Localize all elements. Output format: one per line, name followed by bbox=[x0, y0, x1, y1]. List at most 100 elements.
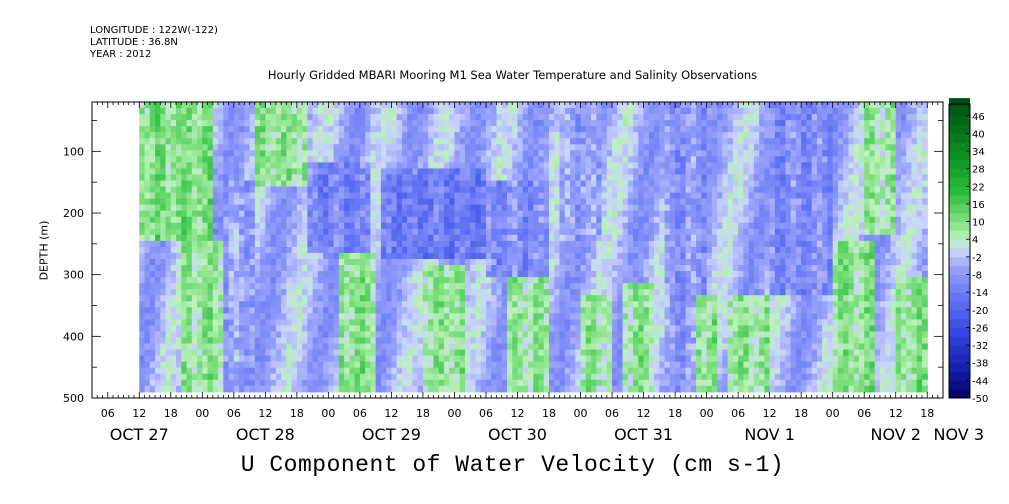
heatmap-cell bbox=[228, 343, 235, 351]
heatmap-cell bbox=[617, 283, 624, 290]
heatmap-cell bbox=[659, 126, 666, 133]
heatmap-cell bbox=[181, 216, 188, 224]
heatmap-cell bbox=[643, 228, 650, 236]
heatmap-cell bbox=[454, 162, 461, 170]
heatmap-cell bbox=[323, 192, 329, 200]
heatmap-cell bbox=[144, 265, 151, 272]
heatmap-cell bbox=[396, 198, 403, 206]
heatmap-cell bbox=[538, 222, 545, 230]
heatmap-cell bbox=[338, 192, 345, 200]
heatmap-cell bbox=[475, 361, 482, 369]
heatmap-cell bbox=[643, 313, 650, 320]
heatmap-cell bbox=[464, 150, 471, 157]
heatmap-cell bbox=[170, 343, 177, 351]
heatmap-cell bbox=[370, 222, 377, 230]
heatmap-cell bbox=[664, 186, 671, 194]
heatmap-cell bbox=[233, 289, 240, 296]
heatmap-cell bbox=[554, 385, 561, 393]
heatmap-cell bbox=[317, 319, 324, 327]
heatmap-cell bbox=[559, 174, 566, 182]
heatmap-cell bbox=[186, 289, 193, 296]
heatmap-cell bbox=[659, 210, 666, 218]
heatmap-cell bbox=[485, 252, 492, 260]
heatmap-cell bbox=[617, 349, 624, 357]
heatmap-cell bbox=[433, 180, 440, 188]
heatmap-cell bbox=[317, 295, 324, 302]
heatmap-cell bbox=[564, 210, 571, 218]
heatmap-cell bbox=[433, 337, 440, 345]
heatmap-cell bbox=[286, 349, 293, 357]
heatmap-cell bbox=[417, 301, 424, 308]
heatmap-cell bbox=[480, 379, 487, 387]
heatmap-cell bbox=[338, 186, 345, 194]
heatmap-cell bbox=[417, 168, 424, 176]
heatmap-cell bbox=[144, 373, 151, 381]
heatmap-cell bbox=[412, 168, 419, 176]
heatmap-cell bbox=[197, 192, 203, 200]
heatmap-cell bbox=[417, 210, 424, 218]
heatmap-cell bbox=[517, 162, 524, 170]
heatmap-cell bbox=[538, 138, 545, 145]
heatmap-cell bbox=[296, 331, 303, 339]
heatmap-cell bbox=[596, 204, 603, 212]
heatmap-cell bbox=[533, 337, 540, 345]
heatmap-cell bbox=[664, 234, 671, 242]
heatmap-cell bbox=[659, 246, 666, 254]
heatmap-cell bbox=[664, 216, 671, 224]
heatmap-cell bbox=[596, 337, 603, 345]
heatmap-cell bbox=[207, 120, 214, 127]
heatmap-cell bbox=[470, 307, 477, 314]
heatmap-cell bbox=[443, 198, 450, 206]
heatmap-cell bbox=[627, 156, 634, 163]
heatmap-cell bbox=[160, 385, 167, 393]
heatmap-cell bbox=[559, 120, 566, 127]
heatmap-cell bbox=[533, 144, 540, 151]
heatmap-cell bbox=[370, 289, 377, 296]
heatmap-cell bbox=[386, 132, 393, 139]
heatmap-cell bbox=[496, 343, 503, 351]
heatmap-cell bbox=[606, 325, 613, 333]
heatmap-cell bbox=[664, 258, 671, 266]
heatmap-cell bbox=[648, 246, 655, 254]
heatmap-cell bbox=[170, 265, 177, 272]
heatmap-cell bbox=[680, 355, 687, 363]
heatmap-cell bbox=[570, 210, 576, 218]
heatmap-cell bbox=[307, 210, 314, 218]
heatmap-cell bbox=[454, 204, 461, 212]
heatmap-cell bbox=[212, 210, 219, 218]
heatmap-cell bbox=[333, 325, 340, 333]
heatmap-cell bbox=[160, 132, 167, 139]
heatmap-cell bbox=[380, 222, 387, 230]
heatmap-cell bbox=[281, 204, 287, 212]
heatmap-cell bbox=[622, 319, 629, 327]
heatmap-cell bbox=[249, 234, 256, 242]
heatmap-cell bbox=[501, 114, 508, 121]
heatmap-cell bbox=[338, 120, 345, 127]
heatmap-cell bbox=[528, 144, 534, 151]
heatmap-cell bbox=[606, 168, 613, 176]
heatmap-cell bbox=[428, 349, 435, 357]
heatmap-cell bbox=[596, 126, 603, 133]
heatmap-cell bbox=[275, 349, 282, 357]
heatmap-cell bbox=[370, 120, 377, 127]
heatmap-cell bbox=[522, 373, 529, 381]
heatmap-cell bbox=[491, 307, 498, 314]
heatmap-cell bbox=[512, 102, 519, 109]
heatmap-cell bbox=[365, 373, 372, 381]
heatmap-cell bbox=[622, 355, 629, 363]
heatmap-cell bbox=[512, 126, 519, 133]
heatmap-cell bbox=[454, 349, 461, 357]
heatmap-cell bbox=[528, 361, 534, 369]
heatmap-cell bbox=[155, 240, 161, 248]
heatmap-cell bbox=[459, 331, 466, 339]
heatmap-cell bbox=[275, 252, 282, 260]
heatmap-cell bbox=[207, 102, 214, 109]
heatmap-cell bbox=[286, 162, 293, 170]
heatmap-cell bbox=[528, 204, 534, 212]
heatmap-cell bbox=[675, 349, 681, 357]
heatmap-cell bbox=[228, 240, 235, 248]
heatmap-cell bbox=[244, 331, 251, 339]
heatmap-cell bbox=[349, 210, 356, 218]
heatmap-cell bbox=[643, 126, 650, 133]
heatmap-cell bbox=[433, 355, 440, 363]
